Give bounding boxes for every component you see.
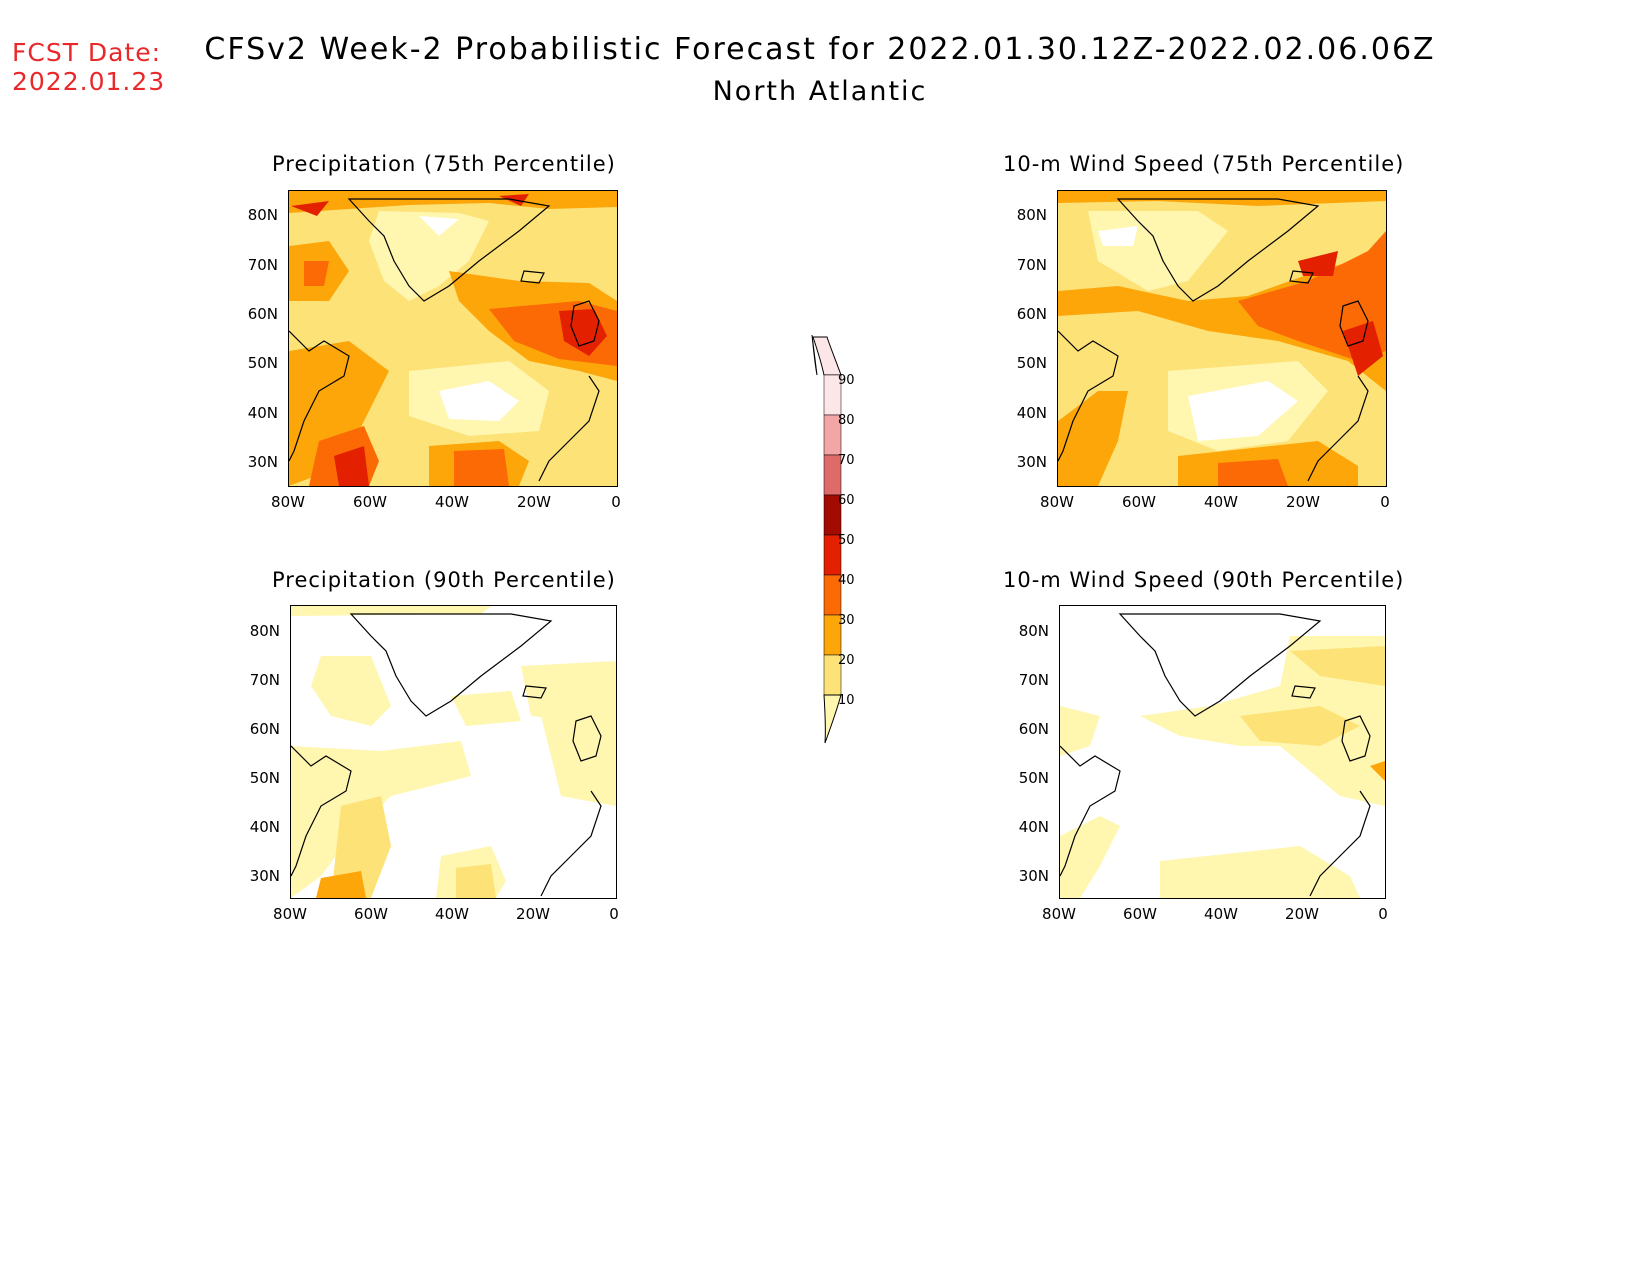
lon-tick: 40W bbox=[435, 905, 469, 923]
lon-tick: 40W bbox=[1204, 493, 1238, 511]
lon-tick: 0 bbox=[1380, 493, 1390, 511]
lon-tick: 40W bbox=[435, 493, 469, 511]
lon-tick: 80W bbox=[1042, 905, 1076, 923]
panel-title: Precipitation (75th Percentile) bbox=[272, 152, 616, 176]
page-subtitle: North Atlantic bbox=[712, 76, 928, 107]
lat-tick: 30N bbox=[1018, 867, 1049, 885]
colorbar-label: 80 bbox=[838, 413, 855, 428]
panel-title: Precipitation (90th Percentile) bbox=[272, 568, 616, 592]
lon-tick: 20W bbox=[516, 905, 550, 923]
lat-tick: 50N bbox=[249, 769, 280, 787]
lon-tick: 20W bbox=[1285, 905, 1319, 923]
colorbar-label: 10 bbox=[838, 693, 855, 708]
lon-tick: 80W bbox=[273, 905, 307, 923]
lat-tick: 70N bbox=[247, 256, 278, 274]
lon-tick: 80W bbox=[271, 493, 305, 511]
map-precip-75 bbox=[288, 190, 618, 487]
lon-tick: 0 bbox=[1378, 905, 1388, 923]
lat-tick: 80N bbox=[1016, 206, 1047, 224]
lat-tick: 40N bbox=[249, 818, 280, 836]
lat-tick: 70N bbox=[1018, 671, 1049, 689]
lat-tick: 50N bbox=[1016, 354, 1047, 372]
panel-title: 10-m Wind Speed (75th Percentile) bbox=[1003, 152, 1405, 176]
colorbar-label: 20 bbox=[838, 653, 855, 668]
map-precip-90 bbox=[290, 605, 617, 899]
lon-tick: 20W bbox=[1286, 493, 1320, 511]
lat-tick: 60N bbox=[1018, 720, 1049, 738]
lat-tick: 30N bbox=[247, 453, 278, 471]
lon-tick: 40W bbox=[1204, 905, 1238, 923]
lat-tick: 60N bbox=[247, 305, 278, 323]
lat-tick: 30N bbox=[249, 867, 280, 885]
lat-tick: 40N bbox=[1018, 818, 1049, 836]
colorbar-swatches bbox=[812, 336, 842, 744]
colorbar-bottom-cap bbox=[823, 694, 842, 744]
lat-tick: 80N bbox=[1018, 622, 1049, 640]
lon-tick: 60W bbox=[354, 905, 388, 923]
lon-tick: 60W bbox=[353, 493, 387, 511]
lat-tick: 80N bbox=[249, 622, 280, 640]
colorbar-label: 90 bbox=[838, 373, 855, 388]
colorbar-top-cap bbox=[812, 336, 842, 376]
lat-tick: 30N bbox=[1016, 453, 1047, 471]
lon-tick: 20W bbox=[517, 493, 551, 511]
lon-tick: 0 bbox=[609, 905, 619, 923]
lat-tick: 40N bbox=[1016, 404, 1047, 422]
forecast-date-label: FCST Date: bbox=[12, 38, 162, 67]
colorbar-label: 60 bbox=[838, 493, 855, 508]
map-wind-75 bbox=[1057, 190, 1387, 487]
lon-tick: 60W bbox=[1123, 905, 1157, 923]
page-title: CFSv2 Week-2 Probabilistic Forecast for … bbox=[204, 32, 1436, 67]
colorbar bbox=[811, 335, 818, 376]
colorbar-label: 50 bbox=[838, 533, 855, 548]
lat-tick: 80N bbox=[247, 206, 278, 224]
colorbar-label: 30 bbox=[838, 613, 855, 628]
map-wind-90 bbox=[1059, 605, 1386, 899]
colorbar-label: 70 bbox=[838, 453, 855, 468]
lat-tick: 60N bbox=[1016, 305, 1047, 323]
forecast-date-block: FCST Date: 2022.01.23 bbox=[12, 38, 165, 96]
colorbar-label: 40 bbox=[838, 573, 855, 588]
lon-tick: 80W bbox=[1040, 493, 1074, 511]
lat-tick: 40N bbox=[247, 404, 278, 422]
lat-tick: 60N bbox=[249, 720, 280, 738]
lat-tick: 50N bbox=[1018, 769, 1049, 787]
lon-tick: 60W bbox=[1122, 493, 1156, 511]
lat-tick: 70N bbox=[1016, 256, 1047, 274]
lat-tick: 50N bbox=[247, 354, 278, 372]
lon-tick: 0 bbox=[611, 493, 621, 511]
forecast-date-value: 2022.01.23 bbox=[12, 67, 166, 96]
panel-title: 10-m Wind Speed (90th Percentile) bbox=[1003, 568, 1405, 592]
lat-tick: 70N bbox=[249, 671, 280, 689]
